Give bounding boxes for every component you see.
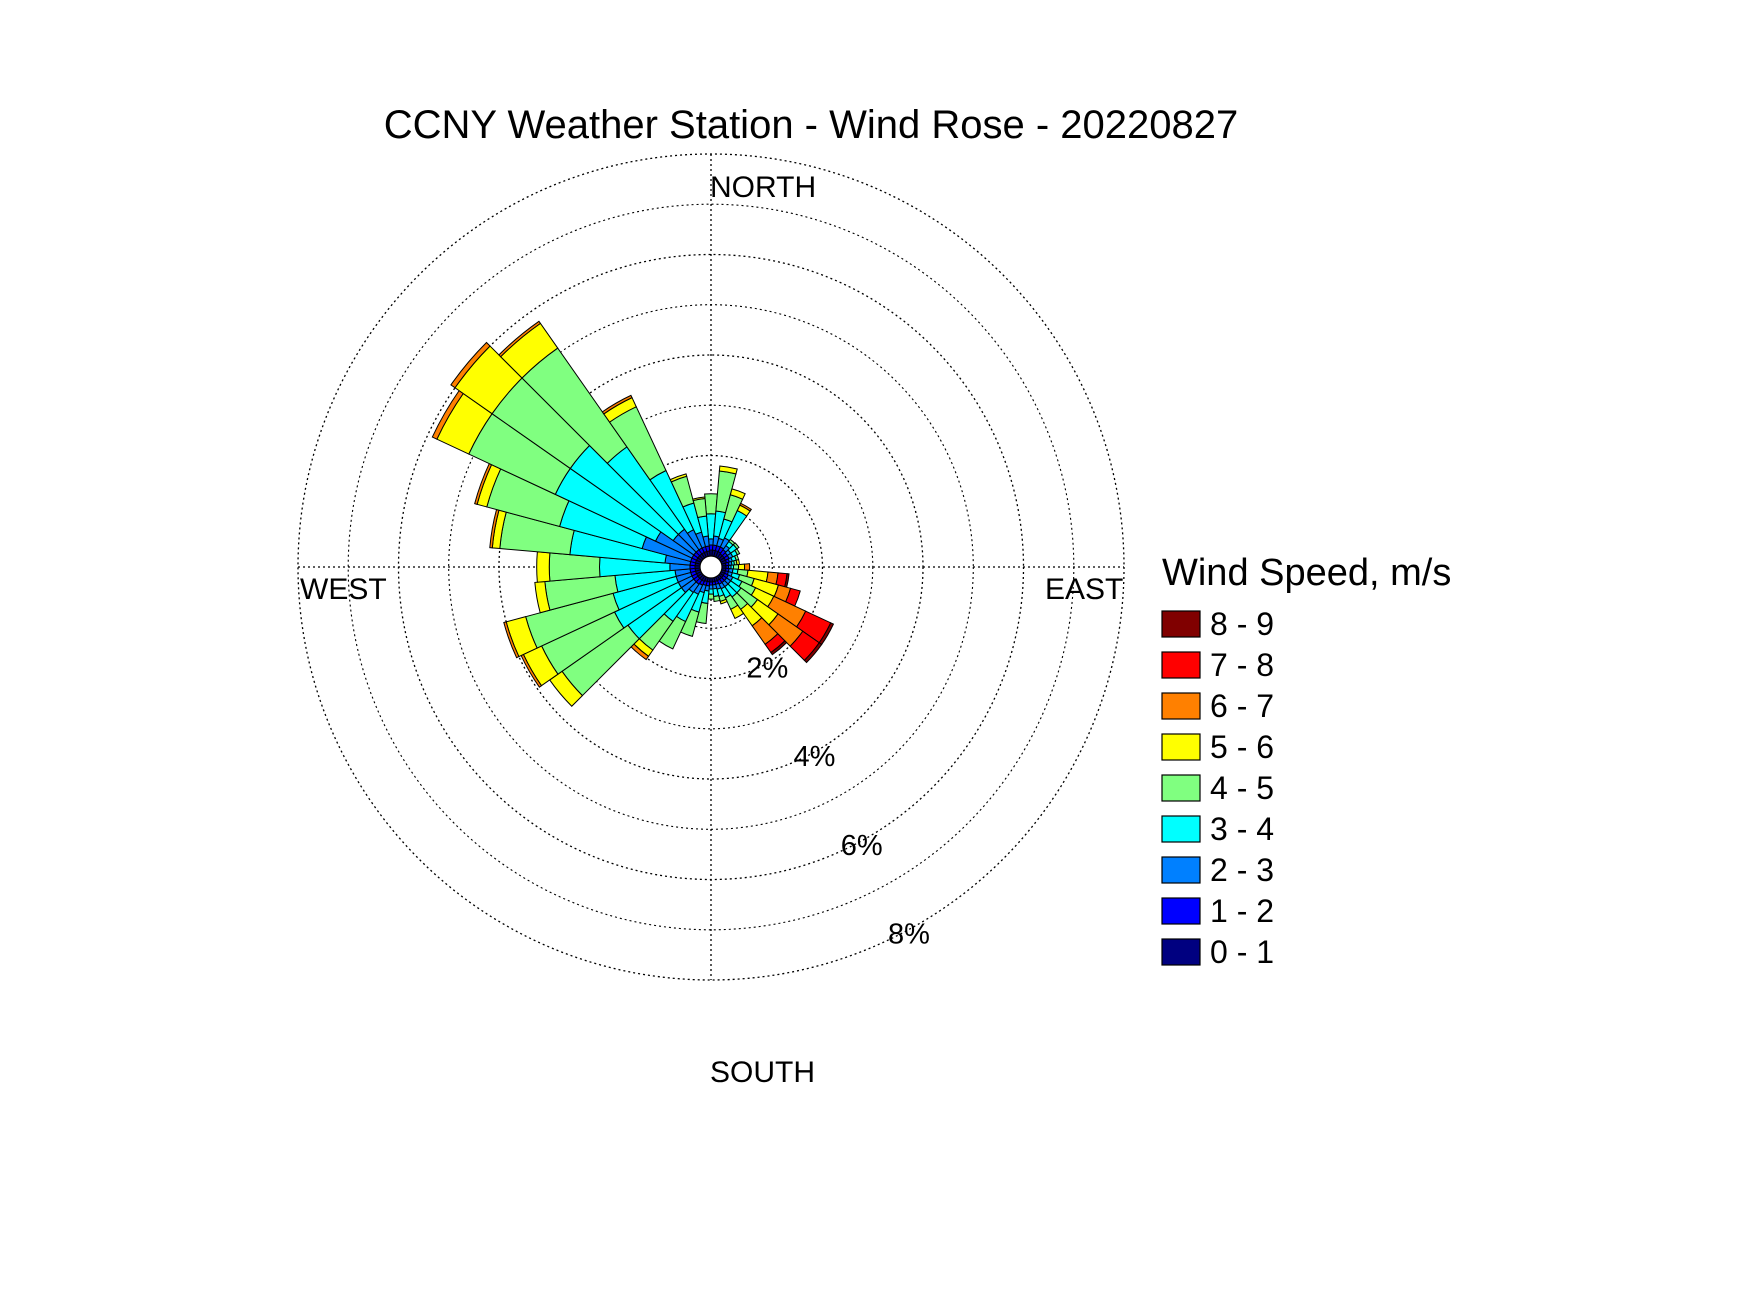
petal-segment [498,320,542,358]
chart-title: CCNY Weather Station - Wind Rose - 20220… [384,103,1239,147]
petal-segment [669,473,688,483]
radial-tick-label: 8% [888,919,930,951]
legend-swatch [1161,897,1201,925]
direction-label-east: EAST [1045,573,1123,606]
legend-title: Wind Speed, m/s [1162,552,1451,594]
legend-label: 8 - 9 [1210,606,1274,642]
radial-tick-label: 2% [746,652,788,684]
petal-segment [450,341,491,389]
petal-segment [729,488,746,500]
petal-segment [692,496,706,502]
petal-segment [730,604,745,620]
petal-segment [743,563,751,571]
legend-label: 2 - 3 [1210,852,1274,888]
petal-segment [732,542,740,550]
petal-segment [734,548,741,556]
petal-segment [503,621,520,659]
radial-tick-label: 6% [841,830,883,862]
wind-petals [431,320,835,707]
legend-swatch [1161,692,1201,720]
legend: 8 - 9 7 - 8 6 - 7 5 - 6 4 - 5 3 - 4 2 - 3 1 - 2… [1161,606,1274,970]
petal-segment [735,558,741,566]
legend-swatch [1161,774,1201,802]
legend-label: 1 - 2 [1210,893,1274,929]
petal-segment [536,551,551,583]
petal-segment [548,552,601,582]
legend-label: 4 - 5 [1210,770,1274,806]
legend-swatch [1161,938,1201,966]
petal-segment [739,502,753,512]
legend-label: 5 - 6 [1210,729,1274,765]
center-circle [699,555,723,579]
center-hub [699,555,723,579]
radial-tick-label: 4% [794,741,836,773]
legend-swatch [1161,733,1201,761]
legend-label: 6 - 7 [1210,688,1274,724]
petal-segment [713,594,721,603]
petal-segment [601,394,633,415]
legend-label: 3 - 4 [1210,811,1274,847]
direction-label-west: WEST [300,573,387,606]
radial-tick-labels: 2% 4% 6% 8% [746,652,930,950]
legend-swatch [1161,610,1201,638]
petal-segment [718,465,738,475]
legend-label: 7 - 8 [1210,647,1274,683]
grid-ring-minor [649,505,773,629]
grid-ring-minor [548,404,874,730]
petal-segment [770,640,788,656]
petal-segment [803,642,823,664]
petal-segment [534,580,551,614]
legend-label: 0 - 1 [1210,934,1274,970]
legend-swatch [1161,651,1201,679]
legend-swatch [1161,856,1201,884]
petal-segment [719,598,728,605]
legend-swatch [1161,815,1201,843]
direction-label-south: SOUTH [710,1056,815,1089]
grid-ring [598,454,824,680]
direction-label-north: NORTH [710,171,816,204]
